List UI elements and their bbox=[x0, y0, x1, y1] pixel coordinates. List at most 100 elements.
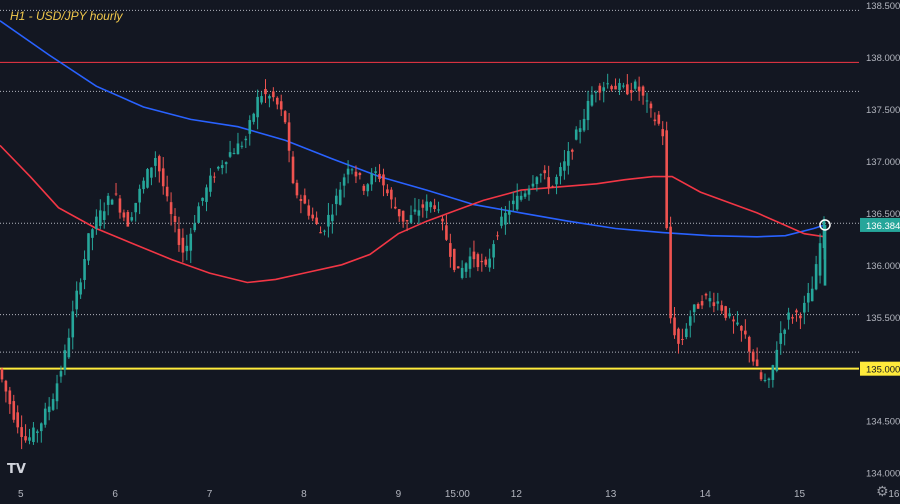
candle-body bbox=[574, 129, 578, 140]
candle-body bbox=[338, 189, 342, 205]
candle-last bbox=[823, 224, 827, 286]
candle-202 bbox=[795, 308, 798, 322]
x-tick-label: 9 bbox=[396, 489, 402, 500]
candle-182 bbox=[716, 292, 720, 311]
candle-body bbox=[350, 169, 354, 171]
candle-174 bbox=[685, 323, 688, 340]
candle-body bbox=[818, 243, 822, 276]
candle-103 bbox=[405, 219, 409, 232]
candle-27 bbox=[106, 192, 110, 216]
candle-36 bbox=[142, 177, 145, 194]
candle-104 bbox=[409, 205, 413, 224]
candle-body bbox=[720, 305, 724, 311]
candle-178 bbox=[700, 295, 704, 310]
y-tick-label: 136.500 bbox=[866, 209, 900, 220]
candle-74 bbox=[291, 151, 295, 185]
candle-208 bbox=[818, 233, 822, 284]
candle-180 bbox=[708, 291, 712, 308]
settings-gear-icon[interactable]: ⚙ bbox=[876, 484, 889, 500]
candle-body bbox=[823, 224, 827, 286]
candle-body bbox=[460, 267, 464, 278]
candle-73 bbox=[287, 112, 291, 163]
y-tick-label: 136.000 bbox=[866, 261, 900, 272]
candle-70 bbox=[275, 96, 279, 110]
price-axis[interactable]: 134.000 134.500 135.000 135.500 136.000 136.5… bbox=[860, 1, 900, 480]
moving-averages bbox=[0, 20, 826, 284]
candle-49 bbox=[193, 215, 196, 233]
candle-54 bbox=[213, 172, 216, 183]
candle-body bbox=[421, 204, 425, 208]
candle-15 bbox=[59, 365, 63, 383]
y-tick-label: 135.500 bbox=[866, 313, 900, 324]
candle-body bbox=[504, 212, 507, 225]
candle-body bbox=[47, 406, 51, 413]
candle-body bbox=[256, 96, 259, 118]
candle-body bbox=[24, 436, 27, 441]
candle-203 bbox=[799, 312, 802, 330]
candle-165 bbox=[649, 101, 653, 118]
tradingview-logo-icon[interactable]: TV bbox=[7, 462, 26, 477]
x-tick-label: 5 bbox=[18, 489, 24, 500]
candle-14 bbox=[55, 374, 59, 410]
y-tick-label: 134.500 bbox=[866, 417, 900, 428]
candle-19 bbox=[75, 281, 78, 318]
candle-body bbox=[366, 184, 370, 192]
candle-134 bbox=[527, 185, 531, 201]
candle-16 bbox=[63, 344, 67, 376]
candle-160 bbox=[629, 82, 633, 101]
candle-30 bbox=[118, 194, 122, 219]
candle-46 bbox=[181, 228, 185, 263]
candle-body bbox=[696, 303, 700, 309]
candle-body bbox=[626, 84, 629, 95]
candle-body bbox=[386, 189, 389, 194]
candle-body bbox=[543, 170, 547, 174]
candle-body bbox=[496, 235, 499, 237]
candle-body bbox=[653, 119, 657, 122]
candle-42 bbox=[165, 175, 169, 202]
candle-55 bbox=[216, 165, 220, 171]
candle-body bbox=[779, 333, 783, 344]
candle-17 bbox=[67, 328, 71, 359]
candle-71 bbox=[279, 94, 283, 117]
candle-body bbox=[685, 328, 688, 338]
candle-body bbox=[799, 315, 802, 319]
candle-body bbox=[409, 215, 413, 223]
candle-173 bbox=[681, 328, 684, 346]
candle-156 bbox=[614, 78, 617, 90]
candle-72 bbox=[283, 110, 287, 125]
candle-59 bbox=[232, 148, 236, 155]
candle-body bbox=[704, 293, 708, 296]
candle-90 bbox=[354, 165, 358, 184]
x-tick-label: 8 bbox=[301, 489, 307, 500]
time-axis[interactable]: 5 6 7 8 9 15:00 12 13 14 15 16 bbox=[18, 489, 900, 500]
candle-body bbox=[213, 176, 216, 178]
candle-body bbox=[755, 359, 759, 367]
candle-body bbox=[535, 177, 539, 185]
candle-body bbox=[649, 103, 653, 109]
candle-body bbox=[570, 149, 574, 152]
candle-body bbox=[476, 254, 480, 268]
candle-body bbox=[236, 143, 240, 155]
last-price-marker bbox=[819, 219, 831, 231]
candle-131 bbox=[515, 183, 519, 211]
candle-body bbox=[449, 243, 452, 257]
candle-121 bbox=[476, 252, 480, 272]
candle-25 bbox=[98, 199, 102, 230]
candle-207 bbox=[814, 255, 818, 291]
candle-body bbox=[185, 245, 189, 252]
candle-body bbox=[744, 330, 747, 335]
candle-body bbox=[783, 329, 786, 334]
candle-0 bbox=[0, 367, 4, 383]
candle-32 bbox=[126, 209, 130, 227]
candle-161 bbox=[633, 79, 637, 92]
candle-82 bbox=[323, 229, 326, 236]
candle-body bbox=[732, 319, 735, 322]
candle-body bbox=[468, 256, 472, 269]
candle-body bbox=[154, 158, 157, 166]
candle-body bbox=[531, 183, 535, 187]
candle-145 bbox=[570, 148, 574, 160]
candle-201 bbox=[791, 314, 794, 324]
candle-126 bbox=[496, 231, 499, 241]
candle-body bbox=[803, 302, 806, 313]
